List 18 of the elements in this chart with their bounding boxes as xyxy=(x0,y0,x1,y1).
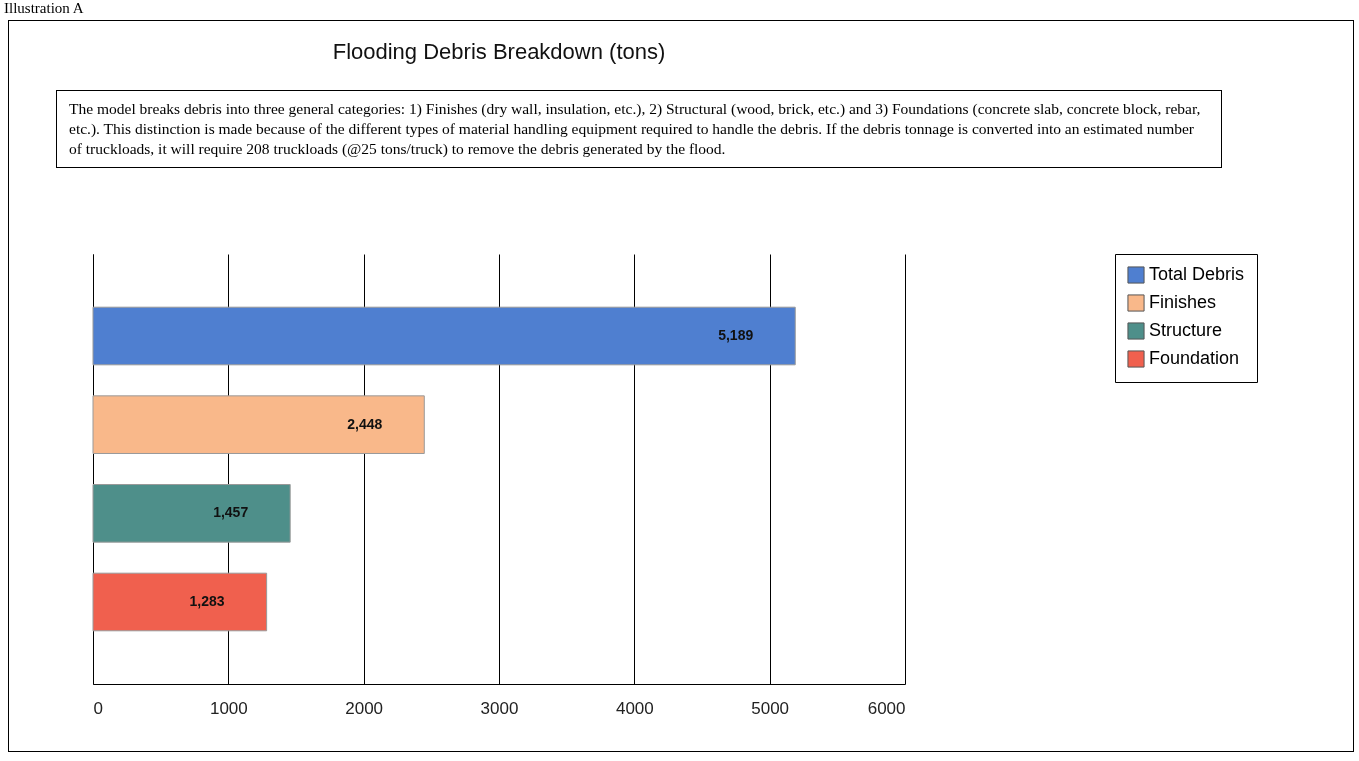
x-tick-label: 6000 xyxy=(867,698,906,718)
chart-title: Flooding Debris Breakdown (tons) xyxy=(332,38,666,64)
legend-label: Total Debris xyxy=(1149,264,1245,284)
text: Illustration A xyxy=(4,0,84,17)
data-label: 1,457 xyxy=(213,504,249,521)
x-tick-label: 5000 xyxy=(751,698,790,718)
text: The model breaks debris into three general categories: 1) Finishes (dry wall, insulation, etc.), 2) Structural (wood, brick, etc.) and 3) Foundations (concrete slab, concrete block, rebar, etc.). This distinction is made because of the different types of material handling equipment required to handle the debris. If the debris tonnage is converted into an estimated number of truckloads, it will require 208 truckloads (@25 tons/truck) to remove the debris generated by the flood. xyxy=(56,90,1222,169)
legend-label: Finishes xyxy=(1149,292,1217,312)
data-label: 1,283 xyxy=(189,592,225,609)
legend-label: Structure xyxy=(1149,320,1223,340)
data-label: 5,189 xyxy=(718,327,754,344)
x-tick-label: 4000 xyxy=(615,698,654,718)
x-tick-label: 2000 xyxy=(345,698,384,718)
data-label: 2,448 xyxy=(347,415,383,432)
x-tick-label: 1000 xyxy=(209,698,248,718)
x-tick-label: 0 xyxy=(93,698,103,718)
x-tick-label: 3000 xyxy=(480,698,519,718)
legend-label: Foundation xyxy=(1149,348,1240,368)
